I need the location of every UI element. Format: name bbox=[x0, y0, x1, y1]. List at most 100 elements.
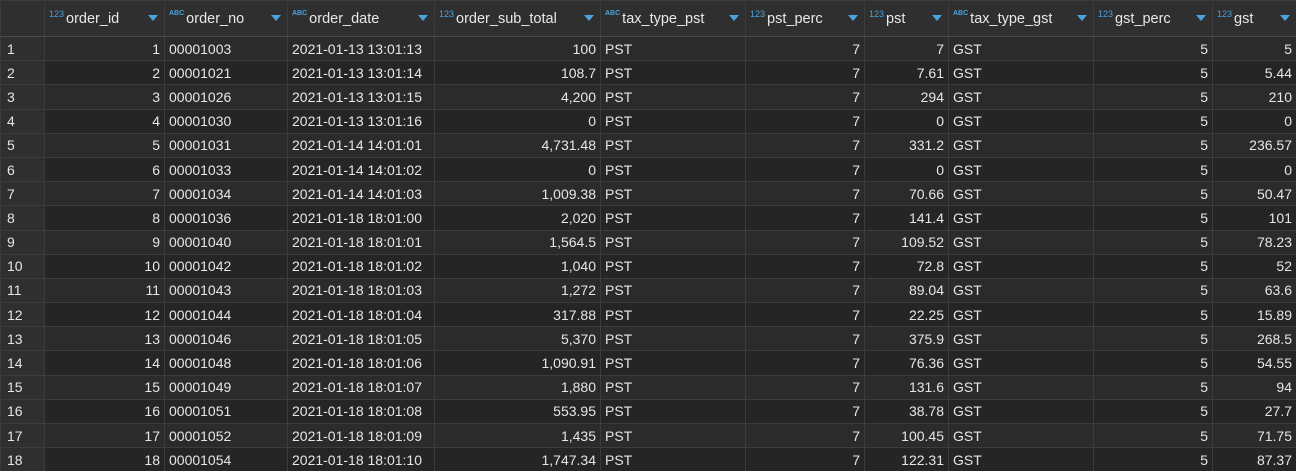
table-row[interactable]: 18 18 00001054 2021-01-18 18:01:10 1,747.34 P… bbox=[0, 447, 1296, 471]
cell-order-no[interactable]: 00001042 bbox=[164, 253, 288, 279]
cell-gst[interactable]: 87.37 bbox=[1212, 447, 1296, 471]
cell-order-no[interactable]: 00001054 bbox=[164, 447, 288, 471]
sort-dropdown-icon[interactable] bbox=[1196, 15, 1206, 21]
cell-pst[interactable]: 38.78 bbox=[864, 398, 949, 425]
cell-gst-perc[interactable]: 5 bbox=[1093, 229, 1213, 255]
cell-pst-perc[interactable]: 7 bbox=[745, 60, 865, 86]
row-number[interactable]: 7 bbox=[0, 181, 45, 207]
sort-dropdown-icon[interactable] bbox=[1077, 15, 1087, 21]
row-number[interactable]: 9 bbox=[0, 229, 45, 255]
cell-order-date[interactable]: 2021-01-13 13:01:15 bbox=[287, 84, 435, 110]
cell-pst-perc[interactable]: 7 bbox=[745, 253, 865, 279]
row-number[interactable]: 5 bbox=[0, 132, 45, 158]
cell-pst-perc[interactable]: 7 bbox=[745, 398, 865, 425]
cell-gst[interactable]: 71.75 bbox=[1212, 422, 1296, 449]
cell-order-id[interactable]: 5 bbox=[44, 132, 165, 158]
cell-order-id[interactable]: 9 bbox=[44, 229, 165, 255]
cell-gst[interactable]: 50.47 bbox=[1212, 181, 1296, 207]
cell-order-sub-total[interactable]: 1,880 bbox=[434, 374, 601, 400]
cell-pst[interactable]: 7 bbox=[864, 35, 949, 62]
row-number[interactable]: 12 bbox=[0, 302, 45, 328]
cell-order-sub-total[interactable]: 2,020 bbox=[434, 205, 601, 231]
row-number[interactable]: 13 bbox=[0, 326, 45, 352]
cell-gst-perc[interactable]: 5 bbox=[1093, 374, 1213, 400]
row-number[interactable]: 16 bbox=[0, 398, 45, 425]
cell-gst-perc[interactable]: 5 bbox=[1093, 132, 1213, 158]
cell-gst[interactable]: 0 bbox=[1212, 108, 1296, 134]
column-header-pst-perc[interactable]: 123 pst_perc bbox=[745, 0, 865, 37]
table-row[interactable]: 16 16 00001051 2021-01-18 18:01:08 553.95 PST… bbox=[0, 398, 1296, 425]
cell-gst[interactable]: 5 bbox=[1212, 35, 1296, 62]
cell-gst-perc[interactable]: 5 bbox=[1093, 205, 1213, 231]
cell-pst-perc[interactable]: 7 bbox=[745, 326, 865, 352]
cell-gst[interactable]: 236.57 bbox=[1212, 132, 1296, 158]
cell-gst[interactable]: 63.6 bbox=[1212, 277, 1296, 304]
table-row[interactable]: 3 3 00001026 2021-01-13 13:01:15 4,200 PST 7 29… bbox=[0, 84, 1296, 110]
cell-order-id[interactable]: 12 bbox=[44, 302, 165, 328]
cell-tax-type-pst[interactable]: PST bbox=[600, 84, 746, 110]
cell-order-sub-total[interactable]: 1,009.38 bbox=[434, 181, 601, 207]
cell-order-no[interactable]: 00001043 bbox=[164, 277, 288, 304]
cell-tax-type-gst[interactable]: GST bbox=[948, 447, 1094, 471]
cell-order-no[interactable]: 00001034 bbox=[164, 181, 288, 207]
cell-order-date[interactable]: 2021-01-13 13:01:16 bbox=[287, 108, 435, 134]
cell-order-sub-total[interactable]: 1,564.5 bbox=[434, 229, 601, 255]
column-header-order-date[interactable]: ABC order_date bbox=[287, 0, 435, 37]
row-number[interactable]: 4 bbox=[0, 108, 45, 134]
cell-gst[interactable]: 94 bbox=[1212, 374, 1296, 400]
cell-tax-type-gst[interactable]: GST bbox=[948, 302, 1094, 328]
column-header-pst[interactable]: 123 pst bbox=[864, 0, 949, 37]
column-header-tax-type-gst[interactable]: ABC tax_type_gst bbox=[948, 0, 1094, 37]
table-row[interactable]: 5 5 00001031 2021-01-14 14:01:01 4,731.48 PST… bbox=[0, 132, 1296, 158]
cell-pst[interactable]: 72.8 bbox=[864, 253, 949, 279]
cell-order-id[interactable]: 17 bbox=[44, 422, 165, 449]
cell-tax-type-gst[interactable]: GST bbox=[948, 84, 1094, 110]
cell-gst[interactable]: 27.7 bbox=[1212, 398, 1296, 425]
cell-tax-type-pst[interactable]: PST bbox=[600, 156, 746, 183]
cell-order-no[interactable]: 00001036 bbox=[164, 205, 288, 231]
cell-order-no[interactable]: 00001040 bbox=[164, 229, 288, 255]
cell-order-id[interactable]: 18 bbox=[44, 447, 165, 471]
cell-order-sub-total[interactable]: 4,731.48 bbox=[434, 132, 601, 158]
cell-pst-perc[interactable]: 7 bbox=[745, 277, 865, 304]
cell-pst-perc[interactable]: 7 bbox=[745, 229, 865, 255]
cell-gst-perc[interactable]: 5 bbox=[1093, 422, 1213, 449]
row-number[interactable]: 6 bbox=[0, 156, 45, 183]
cell-tax-type-gst[interactable]: GST bbox=[948, 60, 1094, 86]
cell-gst-perc[interactable]: 5 bbox=[1093, 156, 1213, 183]
cell-order-date[interactable]: 2021-01-18 18:01:00 bbox=[287, 205, 435, 231]
cell-order-sub-total[interactable]: 1,747.34 bbox=[434, 447, 601, 471]
cell-order-no[interactable]: 00001049 bbox=[164, 374, 288, 400]
cell-tax-type-gst[interactable]: GST bbox=[948, 35, 1094, 62]
cell-pst[interactable]: 109.52 bbox=[864, 229, 949, 255]
cell-tax-type-gst[interactable]: GST bbox=[948, 350, 1094, 376]
table-row[interactable]: 7 7 00001034 2021-01-14 14:01:03 1,009.38 PST… bbox=[0, 181, 1296, 207]
cell-tax-type-pst[interactable]: PST bbox=[600, 398, 746, 425]
table-row[interactable]: 2 2 00001021 2021-01-13 13:01:14 108.7 PST 7 7.… bbox=[0, 60, 1296, 86]
cell-order-date[interactable]: 2021-01-18 18:01:04 bbox=[287, 302, 435, 328]
cell-tax-type-pst[interactable]: PST bbox=[600, 205, 746, 231]
row-number[interactable]: 8 bbox=[0, 205, 45, 231]
cell-pst-perc[interactable]: 7 bbox=[745, 350, 865, 376]
cell-order-date[interactable]: 2021-01-18 18:01:07 bbox=[287, 374, 435, 400]
cell-tax-type-gst[interactable]: GST bbox=[948, 277, 1094, 304]
row-number[interactable]: 18 bbox=[0, 447, 45, 471]
cell-tax-type-pst[interactable]: PST bbox=[600, 302, 746, 328]
cell-tax-type-pst[interactable]: PST bbox=[600, 253, 746, 279]
cell-pst[interactable]: 122.31 bbox=[864, 447, 949, 471]
cell-order-date[interactable]: 2021-01-13 13:01:14 bbox=[287, 60, 435, 86]
cell-order-date[interactable]: 2021-01-18 18:01:05 bbox=[287, 326, 435, 352]
cell-order-no[interactable]: 00001021 bbox=[164, 60, 288, 86]
cell-tax-type-gst[interactable]: GST bbox=[948, 205, 1094, 231]
column-header-order-no[interactable]: ABC order_no bbox=[164, 0, 288, 37]
cell-pst-perc[interactable]: 7 bbox=[745, 108, 865, 134]
cell-pst[interactable]: 70.66 bbox=[864, 181, 949, 207]
table-row[interactable]: 4 4 00001030 2021-01-13 13:01:16 0 PST 7 0 GST 5 0 bbox=[0, 108, 1296, 134]
cell-pst-perc[interactable]: 7 bbox=[745, 132, 865, 158]
cell-pst-perc[interactable]: 7 bbox=[745, 181, 865, 207]
cell-gst[interactable]: 54.55 bbox=[1212, 350, 1296, 376]
cell-order-id[interactable]: 2 bbox=[44, 60, 165, 86]
cell-order-id[interactable]: 8 bbox=[44, 205, 165, 231]
cell-gst[interactable]: 78.23 bbox=[1212, 229, 1296, 255]
cell-pst[interactable]: 294 bbox=[864, 84, 949, 110]
